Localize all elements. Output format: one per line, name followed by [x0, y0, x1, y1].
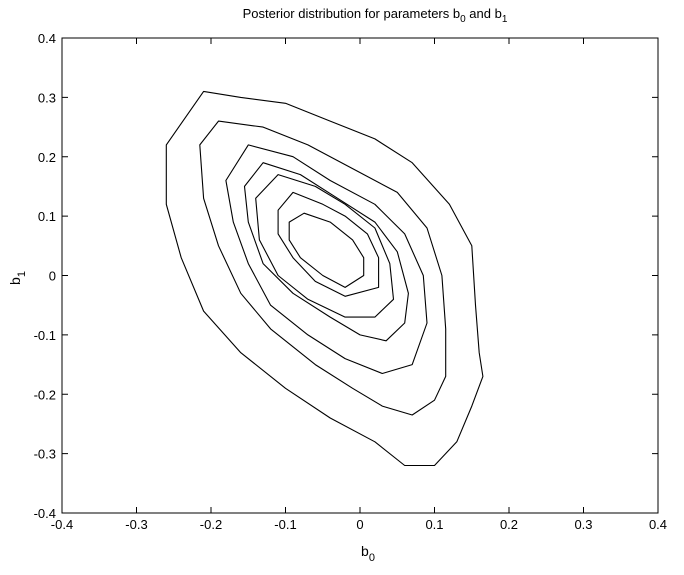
y-tick-label: 0.3 — [38, 90, 56, 105]
plot-area — [61, 37, 659, 514]
y-tick-label: -0.3 — [34, 447, 56, 462]
y-tick-label: 0 — [49, 269, 56, 284]
x-tick-label: -0.2 — [200, 517, 222, 532]
contour-line — [255, 174, 395, 318]
x-tick-label: 0 — [356, 517, 363, 532]
x-tick-label: 0.4 — [649, 517, 667, 532]
y-tick-label: -0.2 — [34, 387, 56, 402]
contour-line — [165, 90, 484, 467]
x-axis: -0.4 -0.3 -0.2 -0.1 0 0.1 0.2 0.3 0.4 — [51, 38, 667, 532]
contour-layer — [165, 90, 484, 467]
x-tick-label: -0.4 — [51, 517, 73, 532]
x-tick-label: 0.3 — [574, 517, 592, 532]
x-tick-label: -0.3 — [125, 517, 147, 532]
y-tick-label: 0.4 — [38, 31, 56, 46]
x-tick-label: -0.1 — [274, 517, 296, 532]
y-axis-label: b1 — [7, 271, 28, 285]
y-tick-label: -0.1 — [34, 328, 56, 343]
contour-line — [288, 212, 365, 288]
y-axis: -0.4 -0.3 -0.2 -0.1 0 0.1 0.2 0.3 0.4 — [34, 31, 658, 521]
x-tick-label: 0.1 — [425, 517, 443, 532]
y-tick-label: -0.4 — [34, 506, 56, 521]
y-tick-label: 0.2 — [38, 150, 56, 165]
x-tick-label: 0.2 — [500, 517, 518, 532]
contour-line — [199, 120, 447, 416]
chart-title: Posterior distribution for parameters b0… — [243, 6, 508, 25]
y-tick-label: 0.1 — [38, 209, 56, 224]
x-axis-label: b0 — [361, 543, 375, 564]
contour-line — [243, 162, 409, 342]
contour-line — [225, 144, 428, 375]
contour-line — [277, 191, 380, 297]
